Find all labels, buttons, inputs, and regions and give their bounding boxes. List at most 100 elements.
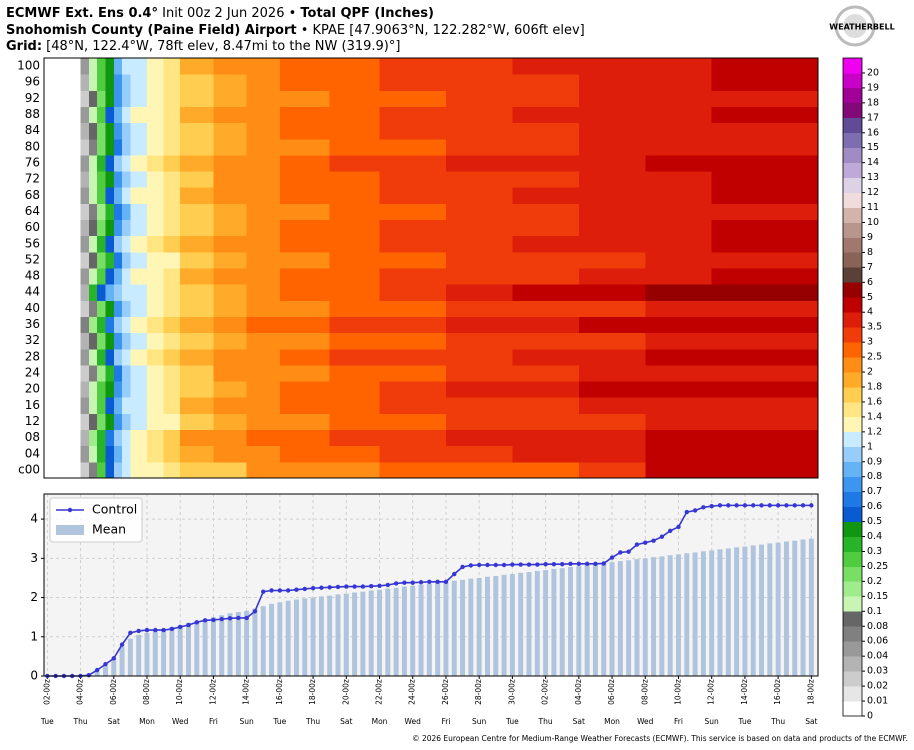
colorbar-label: 1.4 bbox=[867, 411, 882, 422]
heat-cell bbox=[279, 58, 331, 75]
weekday-label: Tue bbox=[272, 717, 286, 726]
title-part: • KPAE [47.9063°N, 122.282°W, 606ft elev… bbox=[297, 23, 585, 38]
heat-cell bbox=[279, 429, 331, 447]
bar bbox=[144, 632, 150, 676]
heat-cell bbox=[512, 397, 580, 414]
heat-cell bbox=[180, 268, 214, 285]
bar bbox=[318, 596, 324, 676]
heat-cell bbox=[97, 251, 106, 269]
x-tick-label: 18-00z bbox=[806, 679, 815, 705]
colorbar-label: 5 bbox=[867, 292, 873, 303]
colorbar-swatch bbox=[843, 641, 862, 657]
point bbox=[319, 585, 324, 590]
point bbox=[211, 617, 216, 623]
heat-cell bbox=[130, 284, 148, 301]
heat-cell bbox=[122, 429, 131, 447]
heat-cell bbox=[113, 445, 123, 463]
heat-cell bbox=[279, 106, 331, 124]
heat-cell bbox=[711, 348, 819, 366]
bar bbox=[111, 658, 117, 676]
heat-cell bbox=[105, 397, 115, 414]
heat-cell bbox=[445, 445, 513, 463]
heat-cell bbox=[578, 429, 646, 447]
colorbar-label: 6 bbox=[867, 277, 873, 288]
point bbox=[626, 549, 631, 554]
x-tick-label: 18-00z bbox=[308, 679, 317, 705]
colorbar-swatch bbox=[843, 372, 862, 388]
point bbox=[427, 579, 432, 585]
heat-cell bbox=[512, 251, 580, 269]
heat-cell bbox=[379, 381, 447, 398]
member-label: 36 bbox=[25, 317, 40, 331]
point bbox=[601, 561, 606, 566]
x-tick-label: 02-00z bbox=[42, 679, 51, 705]
bar bbox=[551, 568, 557, 676]
heat-cell bbox=[512, 74, 580, 91]
colorbar-label: 17 bbox=[867, 112, 879, 123]
heat-cell bbox=[180, 203, 214, 221]
heat-cell bbox=[180, 445, 214, 463]
point bbox=[385, 582, 391, 588]
point bbox=[584, 561, 590, 567]
heat-cell bbox=[88, 106, 98, 124]
heat-cell bbox=[113, 348, 123, 366]
heat-cell bbox=[122, 284, 131, 301]
heat-cell bbox=[445, 171, 513, 188]
weekday-label: Fri bbox=[209, 717, 218, 726]
bar bbox=[451, 580, 457, 676]
colorbar-label: 0.06 bbox=[867, 636, 888, 647]
heat-cell bbox=[279, 364, 331, 382]
point bbox=[800, 503, 806, 508]
heat-cell bbox=[329, 251, 381, 269]
heat-cell bbox=[711, 300, 819, 317]
heat-cell bbox=[80, 154, 90, 172]
heat-cell bbox=[329, 364, 381, 382]
heat-cell bbox=[445, 251, 513, 269]
heat-cell bbox=[578, 106, 646, 124]
member-label: 80 bbox=[25, 139, 40, 153]
heat-cell bbox=[213, 58, 248, 75]
heat-cell bbox=[445, 154, 513, 172]
bar bbox=[734, 547, 740, 676]
point bbox=[443, 579, 449, 585]
bar bbox=[468, 578, 474, 676]
weekday-label: Fri bbox=[441, 717, 450, 726]
colorbar-label: 2.5 bbox=[867, 352, 882, 363]
heat-cell bbox=[329, 397, 381, 414]
heat-cell bbox=[146, 364, 165, 382]
heat-cell bbox=[645, 171, 713, 188]
heat-cell bbox=[279, 138, 331, 156]
weekday-label: Tue bbox=[738, 717, 752, 726]
heat-cell bbox=[163, 251, 181, 269]
heat-cell bbox=[329, 300, 381, 317]
heat-cell bbox=[445, 348, 513, 366]
heat-cell bbox=[512, 106, 580, 124]
bar bbox=[543, 570, 549, 676]
heat-cell bbox=[47, 122, 82, 140]
heat-cell bbox=[445, 203, 513, 221]
member-label: 40 bbox=[25, 301, 40, 315]
heat-cell bbox=[105, 219, 115, 237]
heat-cell bbox=[711, 397, 819, 414]
member-label: 48 bbox=[25, 269, 40, 283]
heat-cell bbox=[379, 397, 447, 414]
heat-cell bbox=[329, 316, 381, 334]
heat-cell bbox=[213, 122, 248, 140]
heat-cell bbox=[105, 90, 115, 107]
heat-cell bbox=[246, 429, 281, 447]
heat-cell bbox=[213, 300, 248, 317]
heat-cell bbox=[279, 381, 331, 398]
point bbox=[609, 555, 615, 560]
colorbar-swatch bbox=[843, 611, 862, 627]
heat-cell bbox=[47, 235, 82, 253]
heat-cell bbox=[512, 381, 580, 398]
colorbar-swatch bbox=[843, 282, 862, 298]
colorbar-label: 12 bbox=[867, 187, 879, 198]
heat-cell bbox=[105, 235, 115, 253]
heat-cell bbox=[97, 106, 106, 124]
heat-cell bbox=[578, 381, 646, 398]
member-label: 92 bbox=[25, 91, 40, 105]
heat-cell bbox=[379, 413, 447, 431]
heat-cell bbox=[711, 219, 819, 237]
